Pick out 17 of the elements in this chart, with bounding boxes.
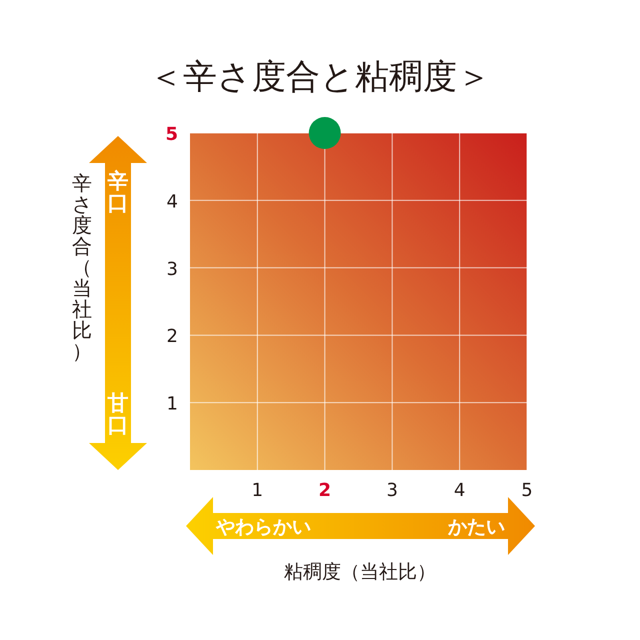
x-tick-label: 5 <box>521 480 533 501</box>
x-tick-label: 1 <box>252 480 264 501</box>
y-tick-label: 5 <box>165 124 178 145</box>
y-tick-label: 2 <box>166 326 178 348</box>
text: 辛さ度合（当社比） <box>72 171 92 363</box>
y-tick-label: 4 <box>166 191 178 212</box>
text: やわらかい <box>215 516 311 538</box>
y-tick-label: 1 <box>166 394 178 415</box>
x-tick-label: 4 <box>454 480 466 501</box>
y-tick-label: 3 <box>166 258 178 280</box>
x-axis-title: 粘稠度（当社比） <box>284 561 436 583</box>
x-tick-label: 2 <box>318 480 332 501</box>
chart-title: ＜辛さ度合と粘稠度＞ <box>149 57 491 97</box>
text: かたい <box>447 516 505 538</box>
text: 辛口 <box>106 169 128 216</box>
text: 甘口 <box>106 391 128 438</box>
x-tick-label: 3 <box>386 480 398 501</box>
